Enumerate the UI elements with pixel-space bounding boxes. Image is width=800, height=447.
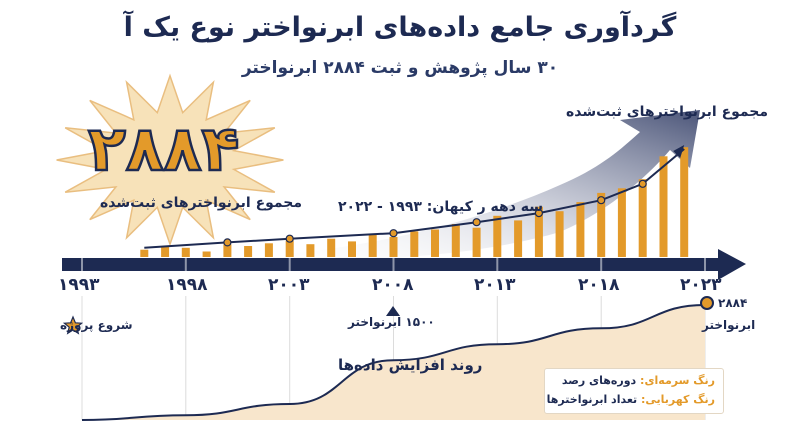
bar: [264, 243, 273, 257]
bar: [389, 236, 398, 257]
end-number-label: ۲۸۸۴: [718, 296, 748, 310]
bar: [327, 238, 336, 257]
area-series-line: [81, 304, 706, 421]
tick-mark: [600, 258, 603, 271]
bar: [555, 211, 564, 257]
legend-key-amber: رنگ کهربایی:: [641, 393, 715, 406]
start-label: شروع پروژه: [60, 318, 133, 332]
bar: [348, 241, 356, 257]
mid-marker-icon: [386, 306, 400, 316]
tick-mark: [184, 258, 187, 271]
tick-label: ۲۰۱۸: [578, 275, 620, 295]
tick-mark: [392, 258, 395, 271]
bar: [181, 247, 190, 257]
page-subtitle: ۳۰ سال پژوهش و ثبت ۲۸۸۴ ابرنواختر: [241, 58, 559, 78]
tick-label: ۲۰۲۳: [680, 275, 722, 295]
bar: [306, 244, 315, 257]
bar: [368, 234, 377, 257]
bar: [161, 246, 170, 257]
tick-mark: [496, 258, 499, 271]
bar: [576, 202, 585, 257]
end-word-label: ابرنواختر: [702, 318, 756, 332]
timeline-tick-marks: [81, 258, 706, 271]
growth-sweep-arrow: [245, 110, 700, 261]
legend-text-navy: دوره‌های رصد: [561, 374, 637, 387]
bar: [472, 227, 481, 257]
bar: [659, 156, 668, 257]
tick-label: ۱۹۹۳: [58, 275, 100, 295]
bar: [680, 147, 689, 257]
trend-line: [144, 145, 685, 249]
bar: [285, 240, 294, 257]
legend-key-navy: رنگ سرمه‌ای:: [640, 374, 715, 387]
starburst-icon: [56, 73, 284, 247]
bar: [223, 244, 232, 257]
trend-point: [534, 209, 544, 218]
trend-point: [389, 229, 398, 238]
timeline-bar: [62, 258, 720, 271]
bar: [534, 206, 543, 257]
tick-mark: [288, 258, 291, 271]
highlight-number: ۲۸۸۴: [87, 111, 240, 187]
trend-point: [223, 238, 232, 247]
tick-mark: [704, 258, 706, 271]
bar: [410, 231, 419, 257]
legend-row-amber: رنگ کهربایی: تعداد ابرنواخترها: [547, 393, 715, 406]
series-caption: مجموع ابرنواخترهای ثبت‌شده: [566, 104, 769, 120]
trend-point: [285, 234, 294, 243]
bar-series: [140, 147, 689, 257]
timeline-arrow-head: [718, 249, 746, 280]
era-caption: سه دهه ر کیهان: ۱۹۹۳ - ۲۰۲۲: [338, 199, 544, 215]
bar: [493, 215, 502, 257]
trend-point: [638, 179, 647, 188]
legend: رنگ سرمه‌ای: دوره‌های رصد رنگ کهربایی: ت…: [544, 368, 724, 414]
legend-text-amber: تعداد ابرنواخترها: [546, 393, 638, 406]
legend-row-navy: رنگ سرمه‌ای: دوره‌های رصد: [562, 374, 715, 387]
trend-point: [597, 196, 606, 205]
bar: [140, 249, 149, 257]
trend-point: [472, 218, 481, 227]
bar: [451, 224, 460, 257]
bar: [638, 179, 647, 257]
tick-mark: [81, 258, 83, 271]
bar: [244, 246, 253, 257]
end-point-marker: [700, 296, 714, 310]
bar: [202, 251, 211, 257]
tick-label: ۲۰۰۸: [372, 275, 414, 295]
bar: [514, 220, 523, 257]
bar: [617, 188, 626, 257]
tick-label: ۲۰۰۳: [268, 275, 310, 295]
tick-label: ۱۹۹۸: [166, 275, 208, 295]
mid-label: ۱۵۰۰ ابرنواختر: [348, 315, 435, 329]
area-caption: روند افزایش داده‌ها: [338, 356, 483, 374]
start-star-icon: [62, 315, 84, 335]
highlight-caption: مجموع ابرنواخترهای ثبت‌شده: [100, 195, 303, 211]
trend-arrow-head: [673, 145, 685, 158]
page-title: گردآوری جامع داده‌های ابرنواختر نوع یک آ: [123, 12, 677, 43]
bar: [597, 192, 606, 257]
bar: [431, 229, 439, 257]
tick-label: ۲۰۱۳: [474, 275, 516, 295]
